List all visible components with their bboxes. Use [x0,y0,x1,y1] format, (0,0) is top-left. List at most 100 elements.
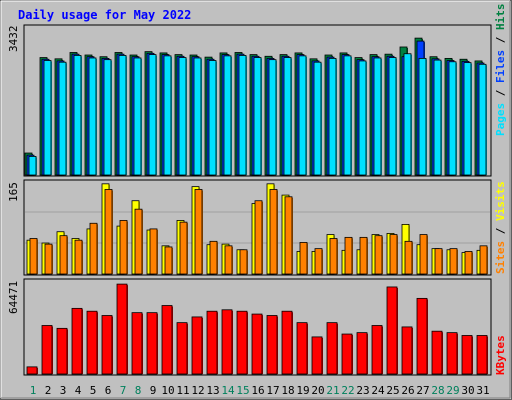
bar-kbytes-day-11 [176,322,188,375]
bar-sites-day-4 [74,239,83,275]
kbytes-panel: 64471 KBytes [7,278,507,376]
legend-sites: Sites [494,241,507,274]
bar-kbytes-day-6 [101,315,113,375]
bar-kbytes-day-3 [56,327,68,375]
bar-pages-day-9 [148,54,157,176]
bar-kbytes-day-27 [416,297,428,375]
bar-sites-day-19 [299,242,308,275]
bar-sites-day-17 [269,189,278,275]
bar-pages-day-25 [388,57,397,176]
bar-sites-day-24 [374,235,383,275]
bar-pages-day-29 [448,61,457,176]
x-tick-label-day-20: 20 [311,384,324,397]
x-tick-label-day-3: 3 [60,384,67,397]
bar-pages-day-22 [343,55,352,176]
x-tick-label-day-13: 13 [206,384,219,397]
bar-kbytes-day-2 [41,325,53,375]
bar-kbytes-day-7 [116,283,128,375]
bar-pages-day-19 [298,55,307,176]
x-tick-label-day-2: 2 [45,384,52,397]
x-axis-day-labels: 1 2 3 4 5 6 7 8 9 10 11 12 13 14 15 16 17 18 19 20 21 22 23 24 2… [30,384,490,397]
x-tick-label-day-27: 27 [416,384,429,397]
bar-sites-day-5 [89,222,98,275]
right-legend: Pages / Files / Hits [494,4,507,137]
bar-kbytes-day-12 [191,316,203,375]
bar-kbytes-day-10 [161,305,173,375]
chart-title: Daily usage for May 2022 [18,8,191,22]
x-tick-label-day-5: 5 [90,384,97,397]
bar-pages-day-4 [73,55,82,176]
bar-sites-day-11 [179,221,188,275]
bar-kbytes-day-1 [26,366,38,375]
bar-pages-day-14 [223,55,232,176]
bar-pages-day-20 [313,61,322,176]
bar-sites-day-16 [254,200,263,275]
bar-sites-day-10 [164,246,173,275]
bar-sites-day-22 [344,236,353,275]
x-tick-label-day-29: 29 [446,384,459,397]
bar-pages-day-7 [118,55,127,176]
bar-kbytes-day-14 [221,309,233,375]
bar-pages-day-26 [403,53,412,176]
visits-sites-panel: 165 Sites / Visits [7,179,507,276]
visits-sites-bars [25,183,490,275]
bar-kbytes-day-29 [446,332,458,375]
bar-sites-day-7 [119,220,128,275]
x-tick-label-day-14: 14 [221,384,235,397]
bar-sites-day-1 [29,238,38,275]
hits-files-pages-bars [24,37,487,176]
x-tick-label-day-31: 31 [476,384,489,397]
bar-sites-day-18 [284,196,293,275]
bar-sites-day-15 [239,249,248,275]
bar-sites-day-23 [359,236,368,275]
bar-sites-day-12 [194,189,203,275]
bar-sites-day-29 [449,248,458,275]
bar-sites-day-21 [329,238,338,275]
bar-kbytes-day-19 [296,322,308,375]
bar-kbytes-day-28 [431,330,443,375]
bar-kbytes-day-21 [326,322,338,375]
x-tick-label-day-26: 26 [401,384,414,397]
bar-pages-day-17 [268,59,277,176]
bar-pages-day-13 [208,60,217,176]
bar-pages-day-1 [28,156,37,176]
hits-files-pages-panel: 3432 Pages / Files / Hits [7,4,507,177]
bar-sites-day-6 [104,189,113,275]
bar-sites-day-8 [134,208,143,275]
bar-kbytes-day-24 [371,325,383,375]
bar-sites-day-27 [419,234,428,275]
bar-pages-day-27 [418,57,427,176]
bar-kbytes-day-25 [386,286,398,375]
bar-pages-day-2 [43,60,52,176]
x-tick-label-day-19: 19 [296,384,309,397]
right-legend: Sites / Visits [494,181,507,274]
bar-sites-day-3 [59,235,68,275]
bar-sites-day-30 [464,251,473,275]
x-tick-label-day-17: 17 [266,384,279,397]
bar-pages-day-5 [88,57,97,176]
legend-pages: Pages [494,103,507,136]
y-max-label: 165 [7,182,20,202]
x-tick-label-day-10: 10 [161,384,174,397]
bar-kbytes-day-31 [476,335,488,375]
x-tick-label-day-30: 30 [461,384,474,397]
bar-pages-day-10 [163,55,172,176]
x-tick-label-day-4: 4 [75,384,82,397]
bar-pages-day-15 [238,55,247,176]
bar-pages-day-8 [133,57,142,176]
x-tick-label-day-28: 28 [431,384,444,397]
bar-kbytes-day-17 [266,315,278,375]
kbytes-bars [26,283,488,375]
bar-kbytes-day-5 [86,310,98,375]
bar-pages-day-3 [58,61,67,176]
bar-pages-day-16 [253,57,262,176]
bar-kbytes-day-30 [461,335,473,375]
bar-kbytes-day-9 [146,312,158,375]
bar-kbytes-day-18 [281,310,293,375]
bar-pages-day-21 [328,57,337,176]
bar-pages-day-6 [103,59,112,176]
bar-kbytes-day-20 [311,336,323,375]
y-max-label: 3432 [7,26,20,53]
legend-hits: Hits [494,4,507,31]
